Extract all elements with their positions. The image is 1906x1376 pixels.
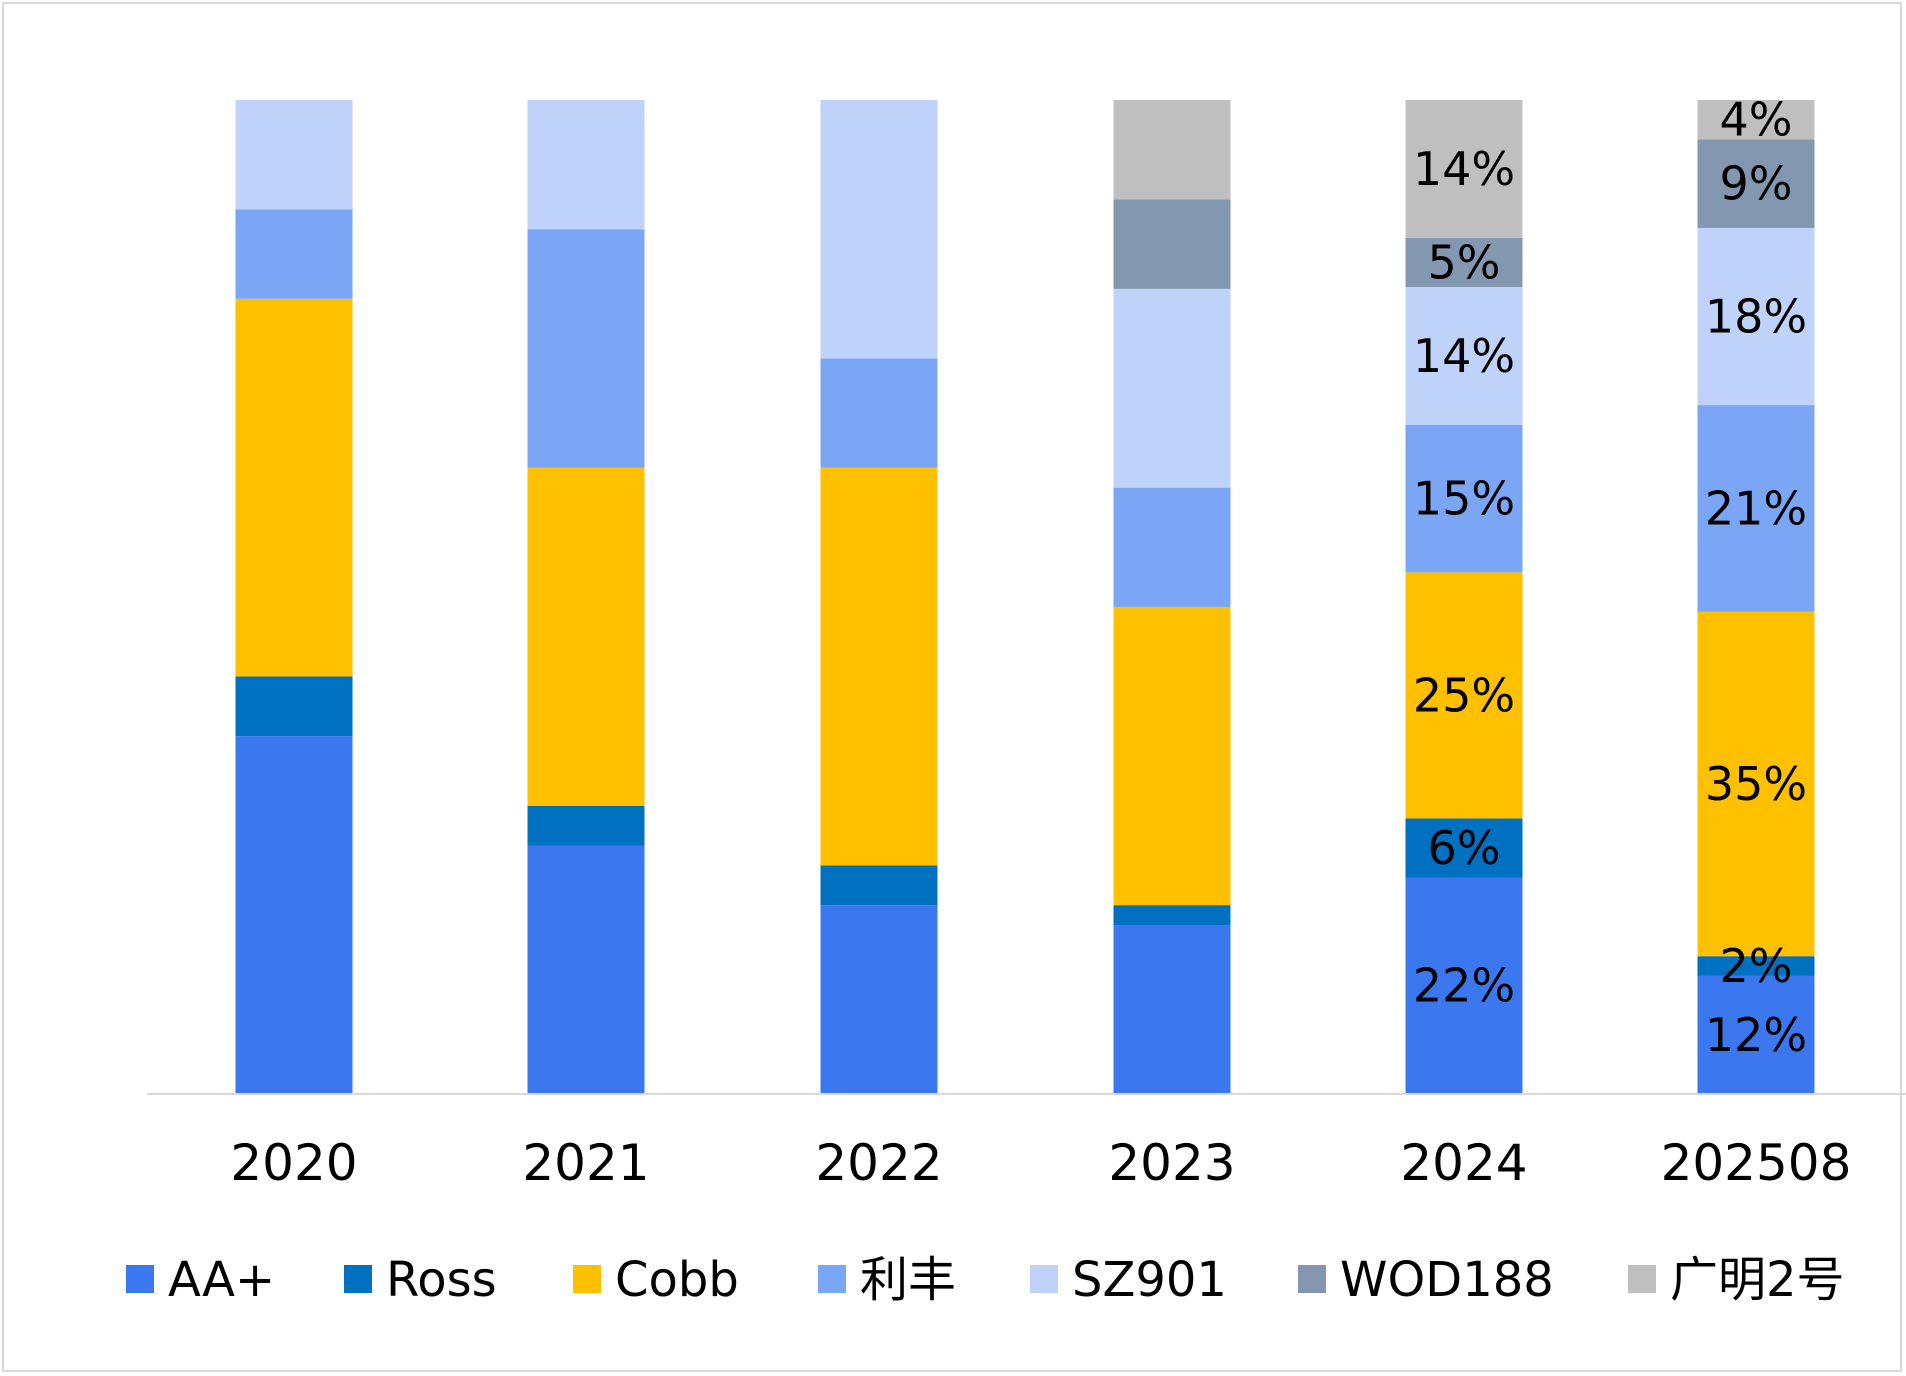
data-label-2024-2: 6% xyxy=(1428,821,1501,875)
bars-layer xyxy=(235,100,1815,1094)
data-label-202508-2: 2% xyxy=(1720,939,1793,993)
bar-2021-1 xyxy=(527,845,645,1094)
bar-2024-2 xyxy=(1405,818,1523,878)
data-label-2024-6: 5% xyxy=(1428,235,1501,289)
bar-2021-5 xyxy=(527,100,645,230)
data-label-2024-5: 14% xyxy=(1413,329,1515,383)
bar-202508-4 xyxy=(1697,405,1815,612)
bar-202508-2 xyxy=(1697,956,1815,976)
data-label-202508-7: 4% xyxy=(1720,93,1793,147)
bar-2023-4 xyxy=(1113,487,1231,607)
data-label-2024-7: 14% xyxy=(1413,142,1515,196)
bar-2020-3 xyxy=(235,298,353,677)
bar-2024-5 xyxy=(1405,286,1523,425)
data-label-202508-1: 12% xyxy=(1705,1008,1807,1062)
bar-2024-1 xyxy=(1405,877,1523,1094)
bar-202508-5 xyxy=(1697,227,1815,406)
bar-2023-1 xyxy=(1113,925,1231,1094)
bar-2020-2 xyxy=(235,676,353,737)
bar-2023-6 xyxy=(1113,199,1231,289)
legend-item: WOD188 xyxy=(1298,1252,1554,1308)
data-label-202508-3: 35% xyxy=(1705,757,1807,811)
x-axis-ticks: 2020 2021 2022 2023 2024 202508 xyxy=(230,1134,1851,1192)
data-label-202508-4: 21% xyxy=(1705,481,1807,535)
legend-swatch xyxy=(1628,1265,1656,1293)
legend-swatch xyxy=(573,1265,601,1293)
data-label-2024-3: 25% xyxy=(1413,668,1515,722)
legend-label: 利丰 xyxy=(860,1252,956,1308)
x-tick-label: 202508 xyxy=(1661,1134,1852,1192)
bar-2024-6 xyxy=(1405,237,1523,287)
legend-item: 广明2号 xyxy=(1628,1252,1845,1308)
legend-swatch xyxy=(1030,1265,1058,1293)
data-label-2024-4: 15% xyxy=(1413,472,1515,526)
legend-item: Ross xyxy=(344,1252,497,1308)
bar-2020-4 xyxy=(235,209,353,299)
legend-item: AA+ xyxy=(126,1252,275,1308)
bar-2024-7 xyxy=(1405,100,1523,238)
bar-2022-5 xyxy=(820,100,938,359)
bar-2023-2 xyxy=(1113,905,1231,926)
bar-202508-1 xyxy=(1697,975,1815,1094)
bar-202508-6 xyxy=(1697,139,1815,228)
legend-item: Cobb xyxy=(573,1252,739,1308)
legend-swatch xyxy=(344,1265,372,1293)
bar-2020-5 xyxy=(235,100,353,210)
x-tick-label: 2024 xyxy=(1400,1134,1527,1192)
bar-202508-3 xyxy=(1697,611,1815,957)
bar-2023-7 xyxy=(1113,100,1231,200)
bar-2021-4 xyxy=(527,229,645,468)
bar-2024-4 xyxy=(1405,424,1523,573)
data-labels-layer: 22% 6% 25% 15% 14% 5% 14% 12% 2% 35% 21% 18% 9% 4% xyxy=(1413,93,1807,1062)
bar-2021-3 xyxy=(527,467,645,806)
legend-label: Cobb xyxy=(615,1252,739,1308)
bar-2022-2 xyxy=(820,865,938,906)
legend-label: SZ901 xyxy=(1072,1252,1227,1308)
legend-item: SZ901 xyxy=(1030,1252,1227,1308)
bar-2020-1 xyxy=(235,736,353,1094)
bar-202508-7 xyxy=(1697,100,1815,140)
x-tick-label: 2021 xyxy=(522,1134,649,1192)
legend-label: AA+ xyxy=(168,1252,275,1308)
bar-2021-2 xyxy=(527,805,645,846)
bar-2024-3 xyxy=(1405,572,1523,819)
legend-swatch xyxy=(1298,1265,1326,1293)
bar-2022-4 xyxy=(820,358,938,468)
bar-2022-3 xyxy=(820,467,938,866)
legend-swatch xyxy=(126,1265,154,1293)
legend-label: WOD188 xyxy=(1340,1252,1554,1308)
data-label-2024-1: 22% xyxy=(1413,959,1515,1013)
data-label-202508-6: 9% xyxy=(1720,157,1793,211)
bar-2023-5 xyxy=(1113,288,1231,488)
legend-swatch xyxy=(818,1265,846,1293)
x-tick-label: 2020 xyxy=(230,1134,357,1192)
x-tick-label: 2023 xyxy=(1108,1134,1235,1192)
data-label-202508-5: 18% xyxy=(1705,290,1807,344)
legend-item: 利丰 xyxy=(818,1252,956,1308)
legend-label: 广明2号 xyxy=(1670,1252,1845,1308)
bar-2023-3 xyxy=(1113,606,1231,906)
legend: AA+ Ross Cobb 利丰 SZ901 WOD188 广明2号 xyxy=(126,1252,1845,1308)
bar-2022-1 xyxy=(820,905,938,1094)
legend-label: Ross xyxy=(386,1252,497,1308)
x-tick-label: 2022 xyxy=(815,1134,942,1192)
